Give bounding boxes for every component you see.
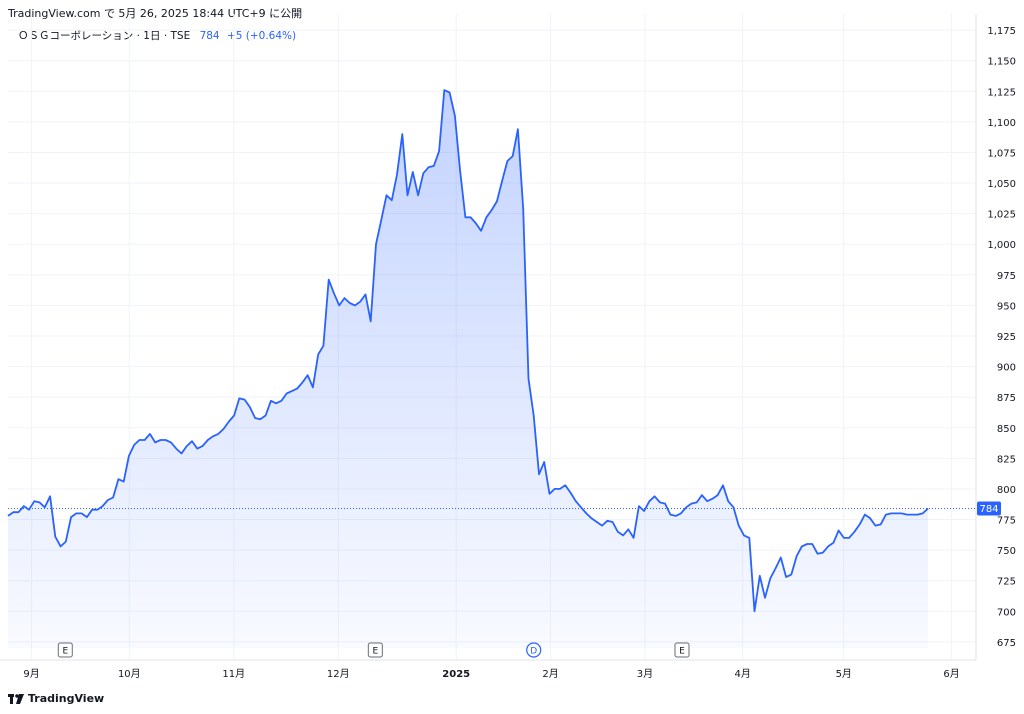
dividend-marker-shape	[526, 642, 542, 658]
y-tick-label: 750	[997, 546, 1016, 557]
y-tick-label: 1,050	[987, 179, 1016, 190]
last-price-marker: 784	[8, 501, 1001, 516]
event-marker-label: E	[62, 647, 68, 657]
x-tick-label: 6月	[943, 668, 959, 680]
event-marker-label: E	[679, 647, 685, 657]
y-tick-label: 1,025	[987, 210, 1016, 221]
x-tick-label: 12月	[327, 668, 350, 680]
earnings-marker[interactable]: E	[367, 642, 383, 658]
logo-text: TradingView	[28, 692, 105, 705]
dividend-marker[interactable]: D	[526, 642, 542, 658]
area-fill	[8, 90, 928, 649]
y-tick-label: 900	[997, 363, 1016, 374]
earnings-marker-shape	[674, 642, 690, 658]
time-axis[interactable]: 9月 10月 11月 12月 2025 2月 3月 4月 5月 6月	[0, 659, 976, 680]
price-area	[7, 89, 929, 649]
y-tick-label: 975	[997, 271, 1016, 282]
earnings-marker[interactable]: E	[57, 642, 73, 658]
tradingview-logo[interactable]: TradingView	[8, 692, 104, 705]
x-tick-label: 5月	[836, 668, 852, 680]
y-tick-label: 925	[997, 332, 1016, 343]
last-price-label: 784	[979, 504, 998, 515]
y-tick-label: 825	[997, 454, 1016, 465]
earnings-marker[interactable]: E	[674, 642, 690, 658]
y-tick-label: 675	[997, 638, 1016, 649]
y-tick-label: 950	[997, 301, 1016, 312]
earnings-marker-shape	[57, 642, 73, 658]
symbol-title: ＯＳＧコーポレーション · 1日 · TSE	[18, 30, 191, 42]
published-note: TradingView.com で 5月 26, 2025 18:44 UTC+…	[8, 7, 303, 20]
tradingview-logo-icon	[8, 693, 24, 704]
event-marker-label: E	[372, 647, 378, 657]
y-tick-label: 725	[997, 577, 1016, 588]
x-tick-label: 10月	[118, 668, 141, 680]
x-tick-label: 11月	[222, 668, 245, 680]
symbol-legend: ＯＳＧコーポレーション · 1日 · TSE 784 +5 (+0.64%)	[18, 28, 296, 43]
y-tick-label: 800	[997, 485, 1016, 496]
last-price: 784	[199, 30, 220, 42]
y-tick-label: 850	[997, 424, 1016, 435]
y-tick-label: 1,100	[987, 118, 1016, 129]
y-tick-label: 700	[997, 607, 1016, 618]
x-tick-label: 3月	[637, 668, 653, 680]
y-tick-label: 1,150	[987, 57, 1016, 68]
price-axis[interactable]: 675 700 725 750 775 800 825 850 875 900 925 950 975 1…	[975, 14, 1016, 660]
y-tick-label: 1,000	[987, 240, 1016, 251]
price-line	[7, 89, 929, 613]
x-tick-label: 2月	[542, 668, 558, 680]
y-tick-label: 1,075	[987, 148, 1016, 159]
y-tick-label: 1,175	[987, 26, 1016, 37]
price-change: +5 (+0.64%)	[226, 30, 297, 42]
earnings-marker-shape	[367, 642, 383, 658]
x-tick-label: 2025	[442, 669, 470, 680]
x-tick-label: 4月	[734, 668, 750, 680]
x-tick-label: 9月	[23, 668, 39, 680]
event-marker-label: D	[530, 647, 537, 657]
y-tick-label: 775	[997, 516, 1016, 527]
y-tick-label: 1,125	[987, 87, 1016, 98]
last-price-tag	[977, 501, 1001, 516]
y-tick-label: 875	[997, 393, 1016, 404]
